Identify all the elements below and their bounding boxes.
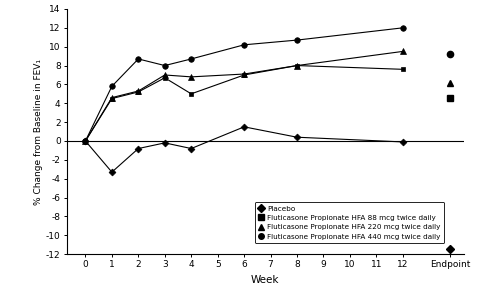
X-axis label: Week: Week (251, 275, 280, 285)
Y-axis label: % Change from Baseline in FEV₁: % Change from Baseline in FEV₁ (34, 59, 43, 205)
Legend: Placebo, Fluticasone Propionate HFA 88 mcg twice daily, Fluticasone Propionate H: Placebo, Fluticasone Propionate HFA 88 m… (255, 202, 444, 243)
